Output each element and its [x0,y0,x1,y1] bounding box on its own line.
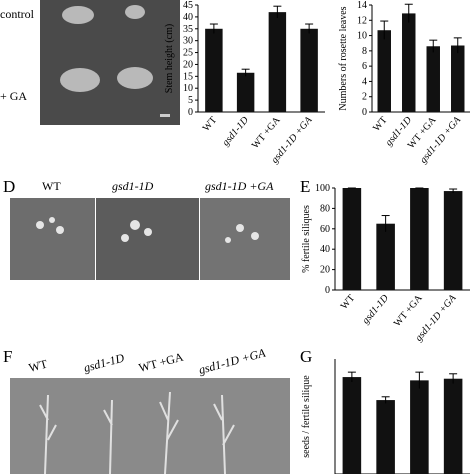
bar [443,378,463,474]
stems [39,391,235,474]
y-tick-label: 100 [315,183,330,194]
bar [376,223,395,290]
y-axis-title: seeds / fertile silique [301,375,312,458]
bar [426,46,440,113]
bar [377,30,391,112]
y-tick-label: 5 [188,95,193,106]
y-tick-label: 12 [357,15,367,26]
bar [342,377,362,474]
bar [376,400,395,474]
photo-label: WT [27,356,49,375]
y-tick-label: 60 [320,224,330,235]
photo-label: WT +GA [137,350,185,375]
x-tick-label: WT +GA [392,292,425,329]
y-axis-title: % fertile siliques [301,205,312,273]
y-tick-label: 0 [362,107,367,118]
photo [40,0,180,125]
bar [443,191,463,290]
x-tick-label: gsd1-1D [220,114,251,148]
y-tick-label: 14 [357,0,367,11]
y-tick-label: 0 [188,107,193,118]
scale-bar [160,114,170,117]
photo [10,198,95,280]
bar [300,28,318,112]
x-tick-label: WT [201,115,219,134]
y-tick-label: 30 [183,36,193,47]
photo-label: gsd1-1D +GA [197,345,267,376]
y-tick-label: 40 [183,12,193,23]
bar [402,13,416,112]
photo [10,378,290,474]
photo-label: gsd1-1D +GA [205,179,274,193]
panel-label: G [300,347,312,366]
y-tick-label: 6 [362,61,367,72]
x-tick-label: WT +GA [250,114,283,151]
x-tick-label: gsd1-1D [360,292,391,326]
y-tick-label: 10 [183,83,193,94]
panel-label: F [3,347,12,366]
x-tick-label: WT [339,293,357,312]
y-tick-label: 35 [183,24,193,35]
bar [205,28,223,112]
y-tick-label: 4 [362,76,367,87]
y-tick-label: 40 [320,244,330,255]
y-tick-label: 25 [183,48,193,59]
x-tick-label: WT [371,115,389,134]
photo [200,198,290,280]
y-tick-label: 15 [183,71,193,82]
y-tick-label: 45 [183,0,193,11]
y-tick-label: 20 [183,59,193,70]
bar [410,380,429,474]
photo-label: + GA [0,89,27,103]
y-tick-label: 80 [320,203,330,214]
bar [268,12,287,113]
photo [96,198,199,280]
photo-label: control [0,7,35,21]
photo-label: gsd1-1D [82,351,126,375]
y-tick-label: 8 [362,46,367,57]
y-tick-label: 0 [325,285,330,296]
photo-label: WT [42,179,61,193]
panel-label: D [3,177,15,196]
plants [60,5,153,92]
y-axis-title: Numbers of rosette leaves [338,6,349,110]
bar [451,45,465,112]
flowers [36,217,259,243]
y-tick-label: 2 [362,92,367,103]
bar [342,188,362,290]
bar [236,72,255,112]
y-tick-label: 10 [357,31,367,42]
panel-label: E [300,177,310,196]
photo-label: gsd1-1D [112,179,154,193]
bar [410,188,429,290]
y-tick-label: 20 [320,265,330,276]
y-axis-title: Stem height (cm) [164,24,175,93]
